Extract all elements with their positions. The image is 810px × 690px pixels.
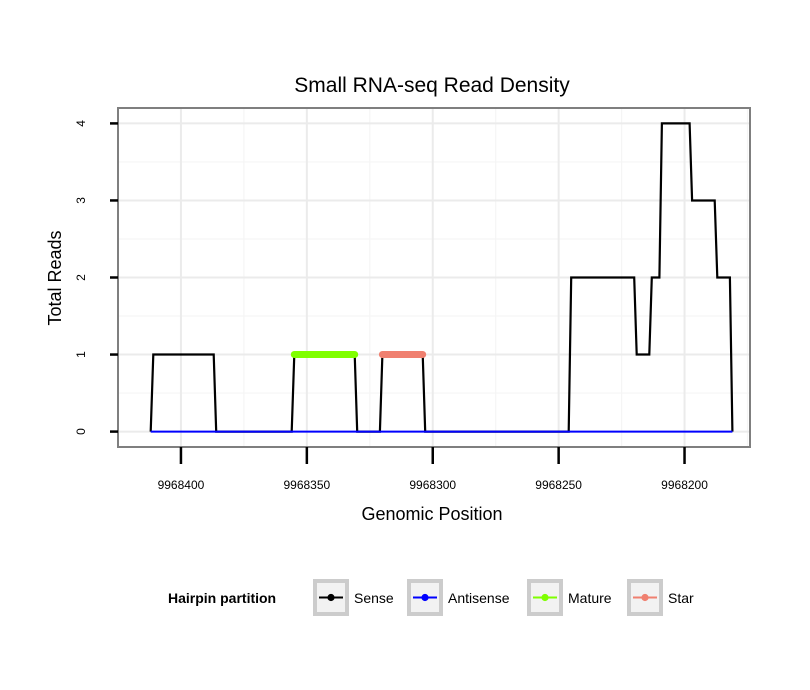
series-line-sense (149, 122, 734, 433)
legend-title: Hairpin partition (168, 590, 276, 606)
x-tick-label: 9968300 (409, 478, 456, 492)
legend: Hairpin partition Sense Antisense Mature St… (168, 579, 694, 616)
y-tick-label: 3 (74, 197, 88, 204)
x-tick-label: 9968200 (661, 478, 708, 492)
legend-label: Sense (354, 590, 394, 606)
legend-key-point (421, 593, 429, 602)
series-layer (149, 122, 734, 433)
legend-item-mature: Mature (527, 579, 612, 616)
x-axis: 9968400 9968350 9968300 9968250 9968200 (158, 447, 708, 492)
y-axis: 0 1 2 3 4 (74, 120, 118, 435)
x-tick-label: 9968400 (158, 478, 205, 492)
x-tick-label: 9968250 (535, 478, 582, 492)
legend-label: Antisense (448, 590, 510, 606)
y-tick-label: 0 (74, 428, 88, 435)
x-axis-title: Genomic Position (361, 504, 502, 524)
legend-key-point (541, 593, 549, 602)
y-tick-label: 2 (74, 274, 88, 281)
legend-key-point (327, 593, 335, 602)
chart-title: Small RNA-seq Read Density (294, 74, 570, 97)
legend-key-point (641, 593, 649, 602)
legend-item-star: Star (627, 579, 694, 616)
legend-item-sense: Sense (313, 579, 394, 616)
x-tick-label: 9968350 (283, 478, 330, 492)
legend-label: Mature (568, 590, 612, 606)
y-tick-label: 1 (74, 351, 88, 358)
legend-item-antisense: Antisense (407, 579, 510, 616)
legend-label: Star (668, 590, 694, 606)
y-axis-title: Total Reads (45, 230, 65, 325)
y-tick-label: 4 (74, 120, 88, 127)
